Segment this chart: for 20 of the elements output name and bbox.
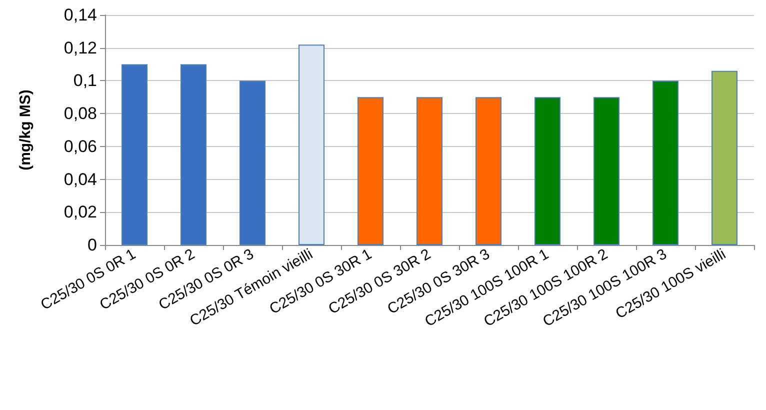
y-tick-label: 0,12	[64, 38, 97, 58]
bar	[358, 97, 384, 245]
y-axis-title: (mg/kg MS)	[17, 90, 34, 170]
bar	[122, 64, 148, 245]
bar	[534, 97, 560, 245]
y-tick-label: 0,02	[64, 202, 97, 222]
y-tick-label: 0,14	[64, 6, 97, 24]
y-tick-label: 0,08	[64, 104, 97, 124]
bar	[180, 64, 206, 245]
y-tick-label: 0,04	[64, 170, 97, 189]
bar	[298, 44, 324, 245]
bar	[712, 70, 738, 245]
bar	[240, 80, 266, 245]
y-tick-label: 0,06	[64, 136, 97, 156]
bar	[652, 80, 678, 245]
bar	[594, 97, 620, 245]
y-tick-label: 0	[88, 236, 97, 254]
bar	[416, 97, 442, 245]
y-tick-label: 0,1	[73, 71, 97, 90]
bar	[476, 97, 502, 245]
